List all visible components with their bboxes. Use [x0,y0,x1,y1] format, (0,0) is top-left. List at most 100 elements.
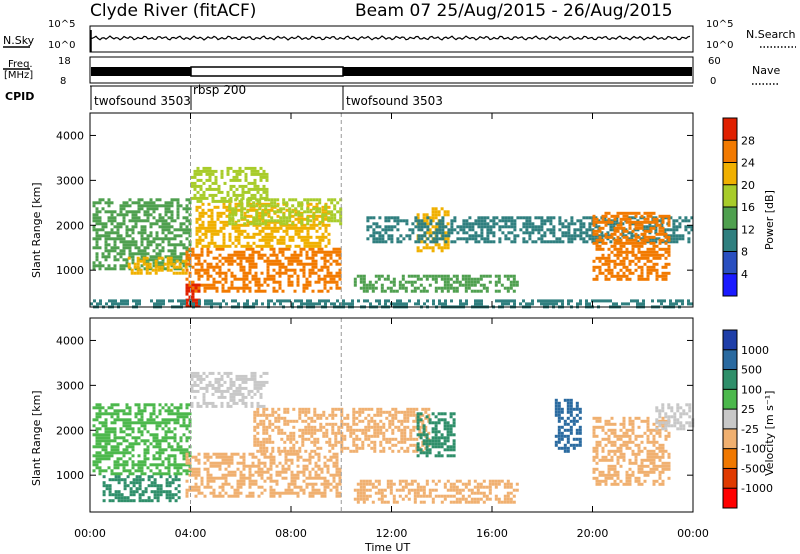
beam-date-title: Beam 07 25/Aug/2015 - 26/Aug/2015 [355,1,673,21]
power-colorbar-swatch [723,229,737,252]
nsky-label: N.Sky [3,34,35,47]
velocity-colorbar-swatch [723,488,737,508]
velocity-colorbar-swatch [723,369,737,390]
velocity-colorbar-label: Velocity [m s⁻¹] [763,391,776,476]
power-region [127,256,188,275]
freq-label: Freq. [8,59,33,70]
power-colorbar-tick: 4 [741,268,748,281]
cpid-label: CPID [5,90,34,103]
power-ytick-label: 2000 [56,219,84,232]
power-region [353,274,519,293]
velocity-colorbar-swatch [723,409,737,429]
velocity-ylabel: Slant Range [km] [30,390,43,486]
power-colorbar-tick: 28 [741,134,755,147]
power-region [92,198,192,271]
time-tick-label: 00:00 [677,527,709,540]
cpid-strip: CPID twofsound 3503 rbsp 200 twofsound 3… [5,83,693,110]
power-panel: Slant Range [km] 1000 2000 3000 4000 [30,112,694,309]
velocity-colorbar-tick: 25 [741,403,755,416]
velocity-region [592,416,671,486]
time-tick-label: 08:00 [275,527,307,540]
power-colorbar-swatch [723,273,737,296]
velocity-colorbar-swatch [723,349,737,370]
power-ylabel: Slant Range [km] [30,182,43,278]
velocity-colorbar-tick: 100 [741,383,762,396]
nave-tick-top: 60 [708,56,721,67]
cpid-segment-2: rbsp 200 [193,83,246,97]
time-tick-label: 20:00 [577,527,609,540]
power-colorbar-swatch [723,251,737,274]
velocity-colorbar-tick: 1000 [741,344,769,357]
time-axis: 00:00 04:00 08:00 12:00 16:00 20:00 00:00 [74,113,709,540]
time-axis-label: Time UT [364,541,410,554]
power-region [592,211,671,281]
velocity-ytick-label: 3000 [56,379,84,392]
power-ytick-label: 1000 [56,264,84,277]
freq-unit: [MHz] [4,70,33,81]
power-yticks: 1000 2000 3000 4000 [56,129,693,277]
velocity-region [554,398,582,453]
velocity-colorbar-swatch [723,428,737,449]
freq-strip: Freq. [MHz] 18 8 60 0 Nave [3,56,780,87]
freq-tick-bottom: 8 [60,76,66,87]
velocity-region [190,371,269,408]
power-colorbar-label: Power [dB] [763,190,776,250]
velocity-colorbar-swatch [723,330,737,350]
velocity-region [353,479,519,504]
power-region [228,198,343,226]
power-colorbar-swatch [723,184,737,207]
nsearch-label: N.Search [746,28,796,41]
power-ytick-label: 4000 [56,129,84,142]
power-region [190,166,269,203]
power-colorbar-tick: 12 [741,223,755,236]
time-tick-label: 00:00 [74,527,106,540]
power-colorbar-swatch [723,162,737,185]
cpid-segment-1: twofsound 3503 [94,94,191,108]
time-tick-label: 12:00 [376,527,408,540]
velocity-ytick-label: 2000 [56,424,84,437]
velocity-colorbar: 1000 500 100 25 -25 -100 -500 -1000 [722,329,773,509]
power-colorbar: 4 8 12 16 20 24 28 [722,117,755,297]
cpid-segment-3: twofsound 3503 [346,94,443,108]
time-tick-label: 04:00 [175,527,207,540]
velocity-colorbar-tick: -100 [741,443,766,456]
velocity-panel: Slant Range [km] 1000 2000 3000 4000 [30,317,695,513]
velocity-heatmap-marks [92,318,695,512]
velocity-region [92,403,192,476]
velocity-colorbar-tick: -1000 [741,482,773,495]
velocity-region [416,412,456,458]
power-colorbar-tick: 8 [741,246,748,259]
velocity-colorbar-swatch [723,468,737,489]
freq-tick-top: 18 [58,56,71,67]
velocity-colorbar-tick: -25 [741,423,759,436]
velocity-region [655,403,695,431]
power-colorbar-tick: 16 [741,201,755,214]
velocity-region [102,475,181,503]
velocity-yticks: 1000 2000 3000 4000 [56,334,693,482]
velocity-region [185,452,342,498]
nsky-tick-bottom: 10^0 [48,40,75,51]
power-colorbar-swatch [723,140,737,163]
time-tick-label: 16:00 [476,527,508,540]
nsky-tick-top: 10^5 [48,19,75,30]
power-colorbar-tick: 24 [741,157,755,170]
station-title: Clyde River (fitACF) [90,1,256,21]
power-colorbar-tick: 20 [741,179,755,192]
velocity-colorbar-swatch [723,389,737,410]
velocity-ytick-label: 1000 [56,469,84,482]
velocity-colorbar-tick: 500 [741,364,762,377]
velocity-colorbar-tick: -500 [741,462,766,475]
nave-label: Nave [752,64,780,77]
power-colorbar-swatch [723,118,737,141]
power-region [185,247,342,293]
nave-tick-bottom: 0 [710,76,716,87]
power-colorbar-swatch [723,207,737,230]
power-region [195,202,331,248]
velocity-ytick-label: 4000 [56,334,84,347]
velocity-colorbar-swatch [723,448,737,469]
power-ytick-label: 3000 [56,174,84,187]
nsearch-tick-bottom: 10^0 [706,40,733,51]
nsky-strip: N.Sky 10^5 10^0 10^5 10^0 N.Search [3,19,796,53]
